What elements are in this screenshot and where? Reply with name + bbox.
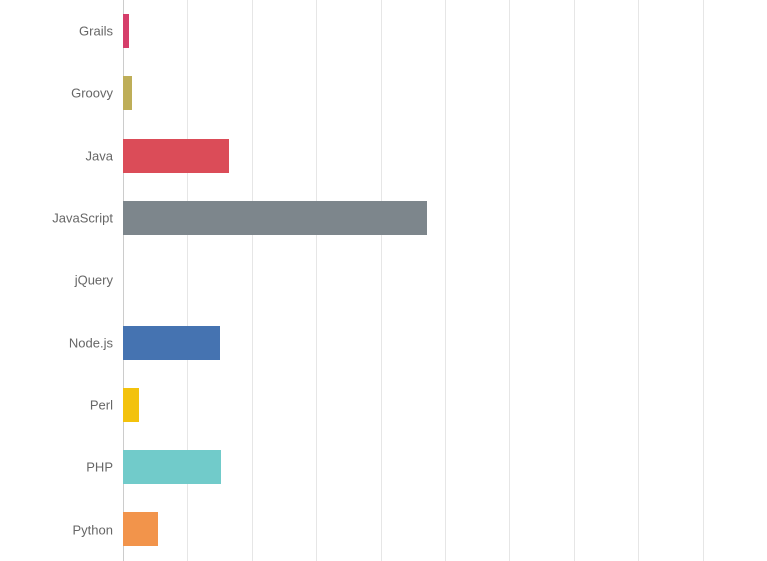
chart-row: Java bbox=[123, 125, 767, 187]
category-label: Node.js bbox=[69, 335, 113, 350]
chart-row: Perl bbox=[123, 374, 767, 436]
category-label: Groovy bbox=[71, 86, 113, 101]
plot-area: GrailsGroovyJavaJavaScriptjQueryNode.jsP… bbox=[123, 0, 767, 561]
category-label: PHP bbox=[86, 460, 113, 475]
bar bbox=[123, 326, 220, 360]
bar bbox=[123, 14, 129, 48]
bar bbox=[123, 388, 139, 422]
chart-row: Node.js bbox=[123, 312, 767, 374]
bar bbox=[123, 201, 427, 235]
horizontal-bar-chart: GrailsGroovyJavaJavaScriptjQueryNode.jsP… bbox=[0, 0, 767, 561]
chart-row: Grails bbox=[123, 0, 767, 62]
chart-row: JavaScript bbox=[123, 187, 767, 249]
chart-row: Groovy bbox=[123, 62, 767, 124]
chart-row: jQuery bbox=[123, 249, 767, 311]
category-label: Grails bbox=[79, 24, 113, 39]
chart-row: Python bbox=[123, 498, 767, 560]
category-label: Perl bbox=[90, 397, 113, 412]
category-label: jQuery bbox=[75, 273, 113, 288]
bar bbox=[123, 450, 221, 484]
category-label: Python bbox=[73, 522, 113, 537]
chart-row: PHP bbox=[123, 436, 767, 498]
category-label: JavaScript bbox=[52, 211, 113, 226]
category-label: Java bbox=[86, 148, 113, 163]
bar bbox=[123, 512, 158, 546]
bar bbox=[123, 76, 132, 110]
bar bbox=[123, 139, 229, 173]
